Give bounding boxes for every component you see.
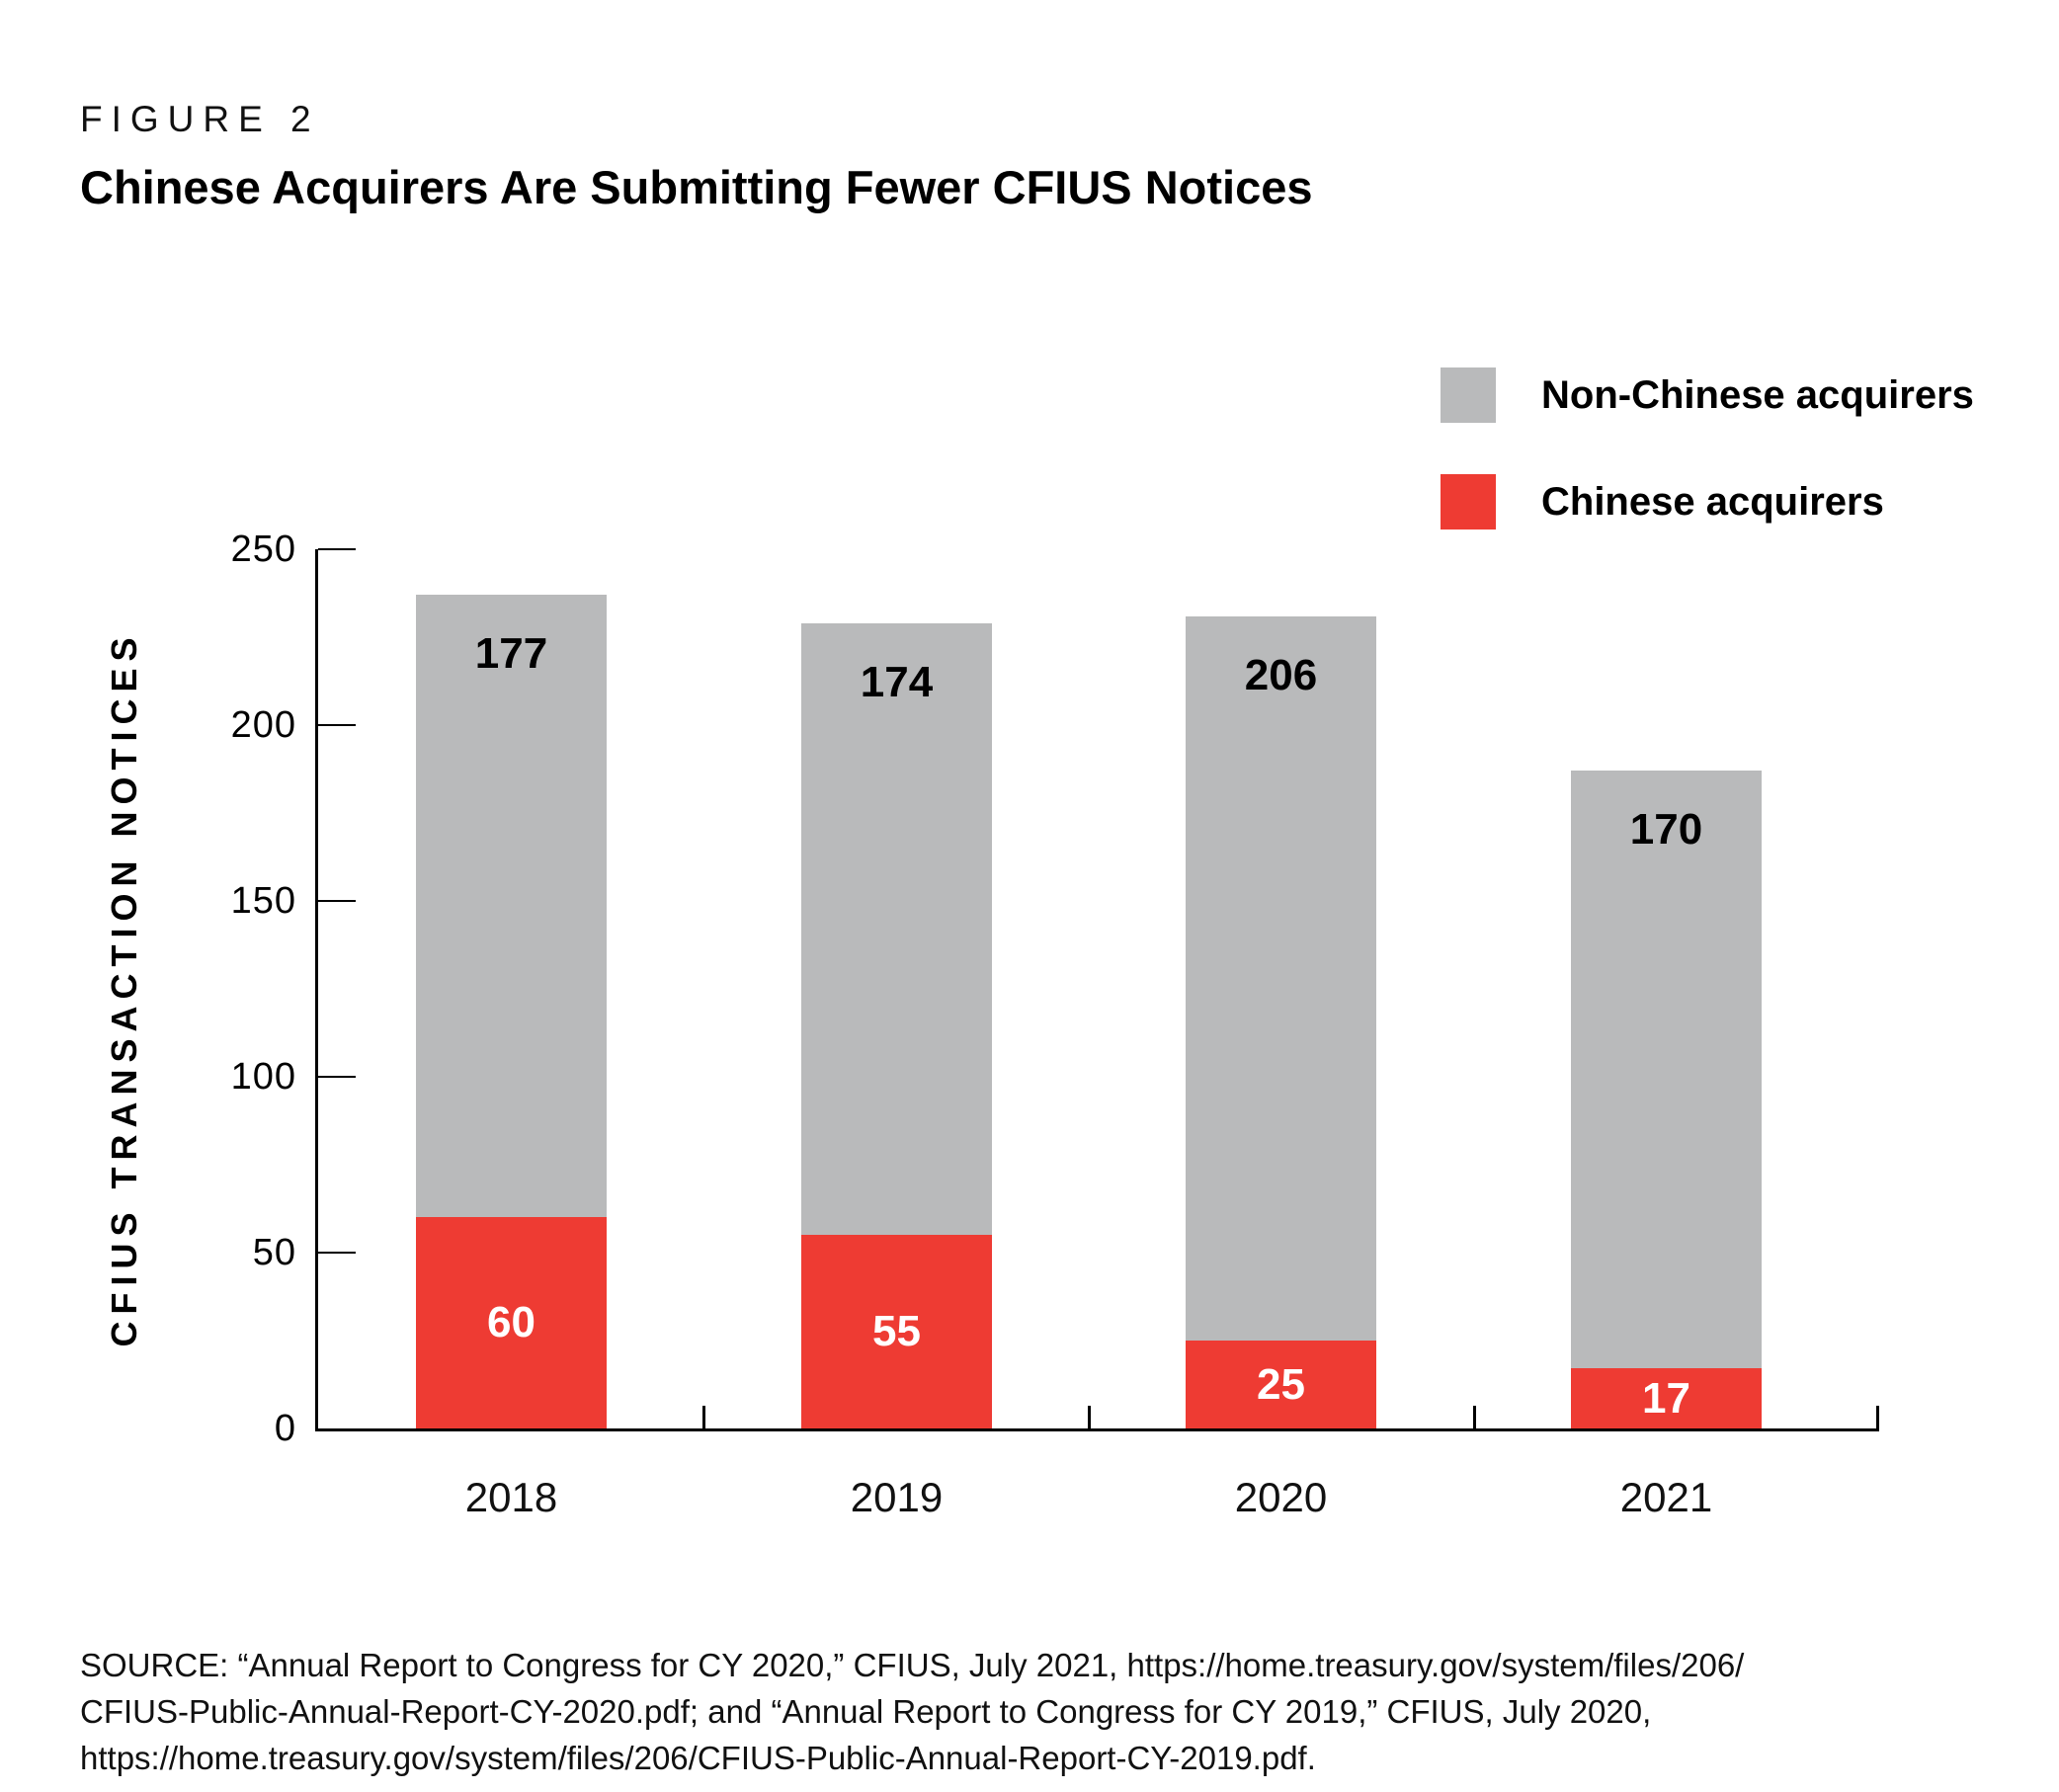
- x-axis-tick: [1876, 1406, 1879, 1428]
- y-tick-label: 250: [230, 529, 296, 570]
- y-tick-label: 50: [252, 1232, 296, 1273]
- y-axis-tick: [318, 724, 356, 726]
- x-axis-line: [315, 1428, 1879, 1431]
- bar-segment-chinese: [1571, 1368, 1762, 1428]
- bar-value-label-non-chinese: 174: [860, 657, 934, 706]
- x-category-label: 2018: [464, 1474, 558, 1520]
- bar-value-label-non-chinese: 177: [474, 629, 548, 679]
- y-tick-label: 0: [274, 1408, 296, 1449]
- legend-item-chinese: Chinese acquirers: [1441, 474, 1884, 529]
- legend-swatch-gray: [1441, 367, 1496, 423]
- x-axis-tick: [1088, 1406, 1091, 1428]
- bar-value-label-chinese: 55: [872, 1307, 921, 1356]
- legend-label: Non-Chinese acquirers: [1541, 372, 1974, 417]
- y-axis-tick: [318, 1076, 356, 1078]
- y-axis-tick: [318, 548, 356, 550]
- legend-swatch-red: [1441, 474, 1496, 529]
- bar-value-label-non-chinese: 206: [1244, 650, 1318, 699]
- bar-segment-chinese: [416, 1217, 607, 1428]
- bar-segment-non-chinese: [801, 622, 992, 1236]
- bar-segment-chinese: [1186, 1341, 1376, 1428]
- source-line: CFIUS-Public-Annual-Report-CY-2020.pdf; …: [80, 1693, 1652, 1730]
- y-tick-label: 150: [230, 880, 296, 922]
- bar-value-label-chinese: 17: [1642, 1373, 1690, 1423]
- x-category-label: 2019: [850, 1474, 944, 1520]
- y-tick-label: 100: [230, 1056, 296, 1098]
- bar-segment-non-chinese: [416, 595, 607, 1218]
- bar-segment-non-chinese: [1186, 615, 1376, 1341]
- bar-value-label-chinese: 25: [1257, 1359, 1305, 1409]
- y-axis-line: [315, 549, 318, 1431]
- bar-segment-chinese: [801, 1235, 992, 1428]
- bar-segment-non-chinese: [1571, 771, 1762, 1369]
- y-axis-tick: [318, 1252, 356, 1254]
- x-axis-tick: [1473, 1406, 1476, 1428]
- chart-title: Chinese Acquirers Are Submitting Fewer C…: [80, 161, 1313, 213]
- bar-value-label-non-chinese: 170: [1629, 805, 1703, 855]
- legend-item-non-chinese: Non-Chinese acquirers: [1441, 367, 1974, 423]
- figure-number-label: FIGURE 2: [80, 99, 320, 139]
- y-tick-label: 200: [230, 704, 296, 746]
- bar-value-label-chinese: 60: [487, 1298, 535, 1347]
- source-line: SOURCE: “Annual Report to Congress for C…: [80, 1647, 1745, 1683]
- source-line: https://home.treasury.gov/system/files/2…: [80, 1740, 1316, 1776]
- legend-label: Chinese acquirers: [1541, 479, 1884, 524]
- y-axis-tick: [318, 900, 356, 902]
- x-category-label: 2020: [1234, 1474, 1328, 1520]
- x-category-label: 2021: [1619, 1474, 1713, 1520]
- source-text: SOURCE: “Annual Report to Congress for C…: [80, 1642, 1744, 1781]
- x-axis-tick: [702, 1406, 705, 1428]
